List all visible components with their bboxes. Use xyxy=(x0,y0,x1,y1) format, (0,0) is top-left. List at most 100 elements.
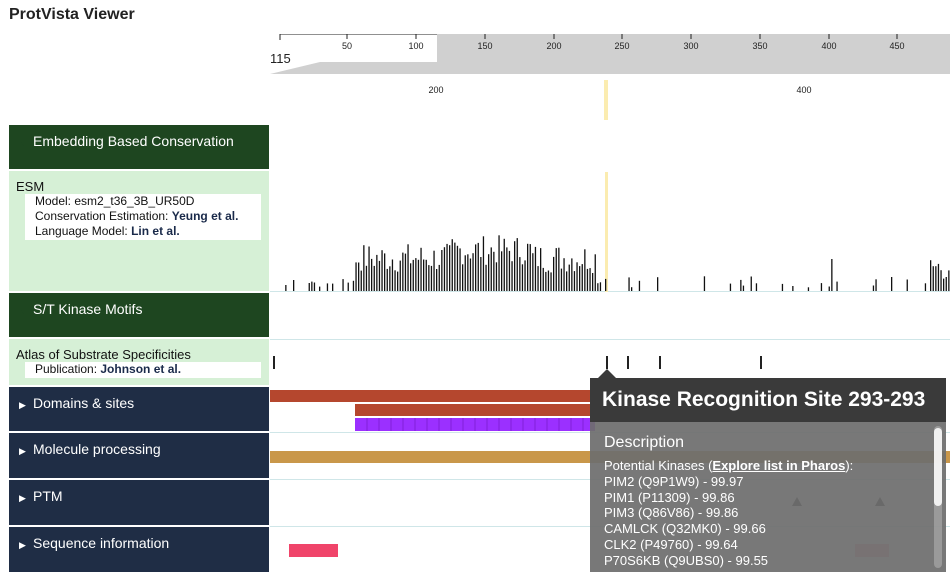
esm-bar xyxy=(948,270,950,291)
esm-bar xyxy=(399,260,401,291)
chevron-right-icon: ▶ xyxy=(19,493,26,503)
esm-bar xyxy=(534,246,537,291)
kinase-list-item: PIM3 (Q86V86) - 99.86 xyxy=(604,505,739,521)
molecule-processing-header[interactable]: ▶ Molecule processing xyxy=(9,433,269,478)
esm-bar xyxy=(592,273,594,291)
esm-bar xyxy=(524,260,526,291)
kinase-list-item: PIM1 (P11309) - 99.86 xyxy=(604,489,735,505)
tooltip-scrollbar-thumb[interactable] xyxy=(934,428,942,506)
zoom-tick-label: 200 xyxy=(428,85,443,95)
embedding-conservation-header[interactable]: ▼ Embedding Based Conservation xyxy=(9,125,269,169)
esm-bar xyxy=(386,268,388,291)
esm-bar xyxy=(467,254,469,291)
kinase-site-marker[interactable] xyxy=(627,356,629,369)
esm-bar xyxy=(493,251,495,291)
kinase-list-item: PIM2 (Q9P1W9) - 99.97 xyxy=(604,473,744,489)
navigation-ruler[interactable]: 50 100 150 200 250 300 350 400 450 115 xyxy=(270,34,950,74)
esm-bar xyxy=(477,242,479,291)
chevron-right-icon: ▶ xyxy=(19,446,26,456)
tooltip-scrollbar[interactable] xyxy=(934,426,942,568)
esm-bar xyxy=(313,282,316,291)
esm-bar xyxy=(638,280,641,291)
esm-bar xyxy=(462,264,464,291)
esm-metadata: Model: esm2_t36_3B_UR50D Conservation Es… xyxy=(25,194,261,240)
esm-bar xyxy=(446,243,448,291)
atlas-track-label: Atlas of Substrate Specificities Publica… xyxy=(9,339,269,385)
conservation-reference-link[interactable]: Yeung et al. xyxy=(171,209,239,223)
esm-bar xyxy=(451,239,453,291)
domains-sites-header[interactable]: ▶ Domains & sites xyxy=(9,387,269,431)
esm-bar xyxy=(781,283,784,291)
esm-bar xyxy=(563,258,565,291)
domain-feature[interactable] xyxy=(355,404,590,416)
esm-bar xyxy=(755,283,758,291)
language-model-reference-link[interactable]: Lin et al. xyxy=(131,224,180,238)
track-separator xyxy=(270,291,950,292)
esm-bar xyxy=(480,257,482,291)
zoom-tick-label: 400 xyxy=(796,85,811,95)
esm-bar xyxy=(498,235,500,291)
ptm-title: PTM xyxy=(33,488,63,504)
esm-bar xyxy=(542,267,544,291)
esm-bar xyxy=(490,247,492,291)
kinase-list-item: CLK2 (P49760) - 99.64 xyxy=(604,536,738,552)
kinases-suffix: ): xyxy=(845,458,854,473)
esm-model: Model: esm2_t36_3B_UR50D xyxy=(35,194,195,208)
esm-bar xyxy=(358,262,360,291)
kinase-site-marker[interactable] xyxy=(273,356,275,369)
atlas-metadata: Publication: Johnson et al. xyxy=(25,362,261,378)
sequence-feature[interactable] xyxy=(289,544,338,557)
st-kinase-motifs-header[interactable]: ▼ S/T Kinase Motifs xyxy=(9,293,269,337)
esm-bar xyxy=(285,285,287,291)
esm-bar xyxy=(820,283,823,291)
esm-bar xyxy=(326,283,329,291)
molecule-processing-title: Molecule processing xyxy=(33,441,161,457)
ptm-header[interactable]: ▶ PTM xyxy=(9,480,269,525)
esm-bar xyxy=(545,271,547,291)
sequence-information-title: Sequence information xyxy=(33,535,170,551)
sequence-information-header[interactable]: ▶ Sequence information xyxy=(9,527,269,572)
esm-bar xyxy=(508,250,511,291)
publication-reference-link[interactable]: Johnson et al. xyxy=(100,362,182,376)
app-title: ProtVista Viewer xyxy=(9,6,135,23)
esm-bar xyxy=(311,281,313,291)
kinase-site-marker[interactable] xyxy=(606,356,608,369)
domain-feature[interactable] xyxy=(270,390,600,402)
tooltip-arrow xyxy=(598,369,616,378)
chevron-down-icon: ▼ xyxy=(19,138,28,148)
esm-bar xyxy=(558,247,560,291)
esm-bar xyxy=(937,263,940,291)
navigation-tick-label: 200 xyxy=(546,41,561,51)
kinase-site-marker[interactable] xyxy=(760,356,762,369)
esm-bar xyxy=(891,277,893,291)
domains-sites-title: Domains & sites xyxy=(33,395,135,411)
feature-tooltip[interactable]: Kinase Recognition Site 293-293 Descript… xyxy=(590,378,946,572)
esm-bar xyxy=(550,272,552,291)
kinase-site-marker[interactable] xyxy=(659,356,661,369)
esm-bar xyxy=(872,285,875,291)
navigation-overview-region xyxy=(270,34,950,74)
esm-bar xyxy=(597,283,599,291)
pharos-link[interactable]: Explore list in Pharos xyxy=(712,458,846,473)
esm-bar xyxy=(576,262,578,291)
esm-bar xyxy=(657,277,659,291)
esm-bar xyxy=(402,252,404,291)
esm-bar xyxy=(553,256,555,291)
esm-bar xyxy=(482,236,485,291)
esm-bar xyxy=(433,250,435,291)
esm-bar xyxy=(519,257,521,291)
esm-bar xyxy=(412,259,414,291)
navigation-tick-label: 100 xyxy=(408,41,423,51)
esm-bar xyxy=(410,263,412,291)
esm-bar xyxy=(540,248,542,291)
chevron-down-icon: ▼ xyxy=(19,306,28,316)
esm-bar xyxy=(537,266,539,291)
tooltip-body: Potential Kinases (Explore list in Pharo… xyxy=(604,458,924,569)
esm-bar xyxy=(332,283,334,291)
publication-label: Publication: xyxy=(35,362,101,376)
track-separator xyxy=(270,339,950,340)
esm-bar xyxy=(347,282,349,291)
esm-bar xyxy=(792,286,794,291)
navigation-tick-label: 300 xyxy=(683,41,698,51)
esm-conservation-bars[interactable] xyxy=(285,235,950,291)
